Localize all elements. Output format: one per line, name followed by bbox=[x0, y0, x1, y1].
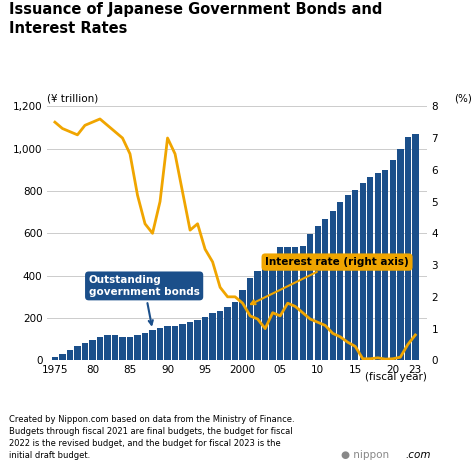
Bar bbox=[224, 307, 231, 360]
Bar bbox=[262, 264, 268, 360]
Bar bbox=[164, 327, 171, 360]
Bar bbox=[127, 337, 133, 360]
Text: .com: .com bbox=[405, 450, 431, 460]
Text: Interest rate (right axis): Interest rate (right axis) bbox=[251, 257, 409, 304]
Bar bbox=[157, 328, 163, 360]
Bar bbox=[74, 346, 81, 360]
Bar bbox=[210, 313, 216, 360]
Text: (¥ trillion): (¥ trillion) bbox=[47, 94, 99, 104]
Bar bbox=[179, 324, 186, 360]
Bar bbox=[89, 340, 96, 360]
Bar bbox=[284, 247, 291, 360]
Text: (%): (%) bbox=[454, 94, 472, 104]
Bar bbox=[112, 334, 118, 360]
Bar bbox=[352, 190, 358, 360]
Bar bbox=[149, 330, 156, 360]
Bar bbox=[232, 302, 238, 360]
Bar bbox=[322, 219, 328, 360]
Bar bbox=[307, 234, 313, 360]
Bar bbox=[119, 337, 126, 360]
Bar bbox=[345, 195, 351, 360]
Bar bbox=[194, 320, 201, 360]
Text: Issuance of Japanese Government Bonds and
Interest Rates: Issuance of Japanese Government Bonds an… bbox=[9, 2, 383, 36]
Bar bbox=[202, 316, 208, 360]
Text: Outstanding
government bonds: Outstanding government bonds bbox=[89, 275, 200, 325]
Bar bbox=[172, 326, 178, 360]
Bar bbox=[239, 291, 246, 360]
Bar bbox=[412, 134, 419, 360]
Bar bbox=[405, 137, 411, 360]
Bar bbox=[187, 322, 193, 360]
Bar bbox=[82, 343, 88, 360]
Bar bbox=[97, 337, 103, 360]
Bar bbox=[374, 173, 381, 360]
Bar bbox=[367, 177, 374, 360]
Text: ● nippon: ● nippon bbox=[341, 450, 390, 460]
Bar bbox=[337, 201, 344, 360]
Bar bbox=[217, 311, 223, 360]
Bar bbox=[292, 247, 299, 360]
Text: Created by ⁠Nippon.com⁠ based on data from the Ministry of Finance.
Budgets thro: Created by ⁠Nippon.com⁠ based on data fr… bbox=[9, 415, 295, 460]
Bar bbox=[360, 183, 366, 360]
Bar bbox=[300, 246, 306, 360]
Bar bbox=[382, 170, 389, 360]
Bar bbox=[67, 350, 73, 360]
Bar bbox=[247, 278, 253, 360]
Bar bbox=[277, 248, 283, 360]
Bar bbox=[104, 335, 110, 360]
Bar bbox=[397, 149, 403, 360]
Bar bbox=[270, 255, 276, 360]
Bar bbox=[134, 335, 141, 360]
Bar bbox=[390, 159, 396, 360]
Bar bbox=[142, 333, 148, 360]
Bar bbox=[315, 226, 321, 360]
Bar bbox=[52, 357, 58, 360]
Bar bbox=[59, 353, 65, 360]
Bar bbox=[329, 211, 336, 360]
Bar bbox=[255, 272, 261, 360]
Text: (fiscal year): (fiscal year) bbox=[365, 372, 427, 382]
